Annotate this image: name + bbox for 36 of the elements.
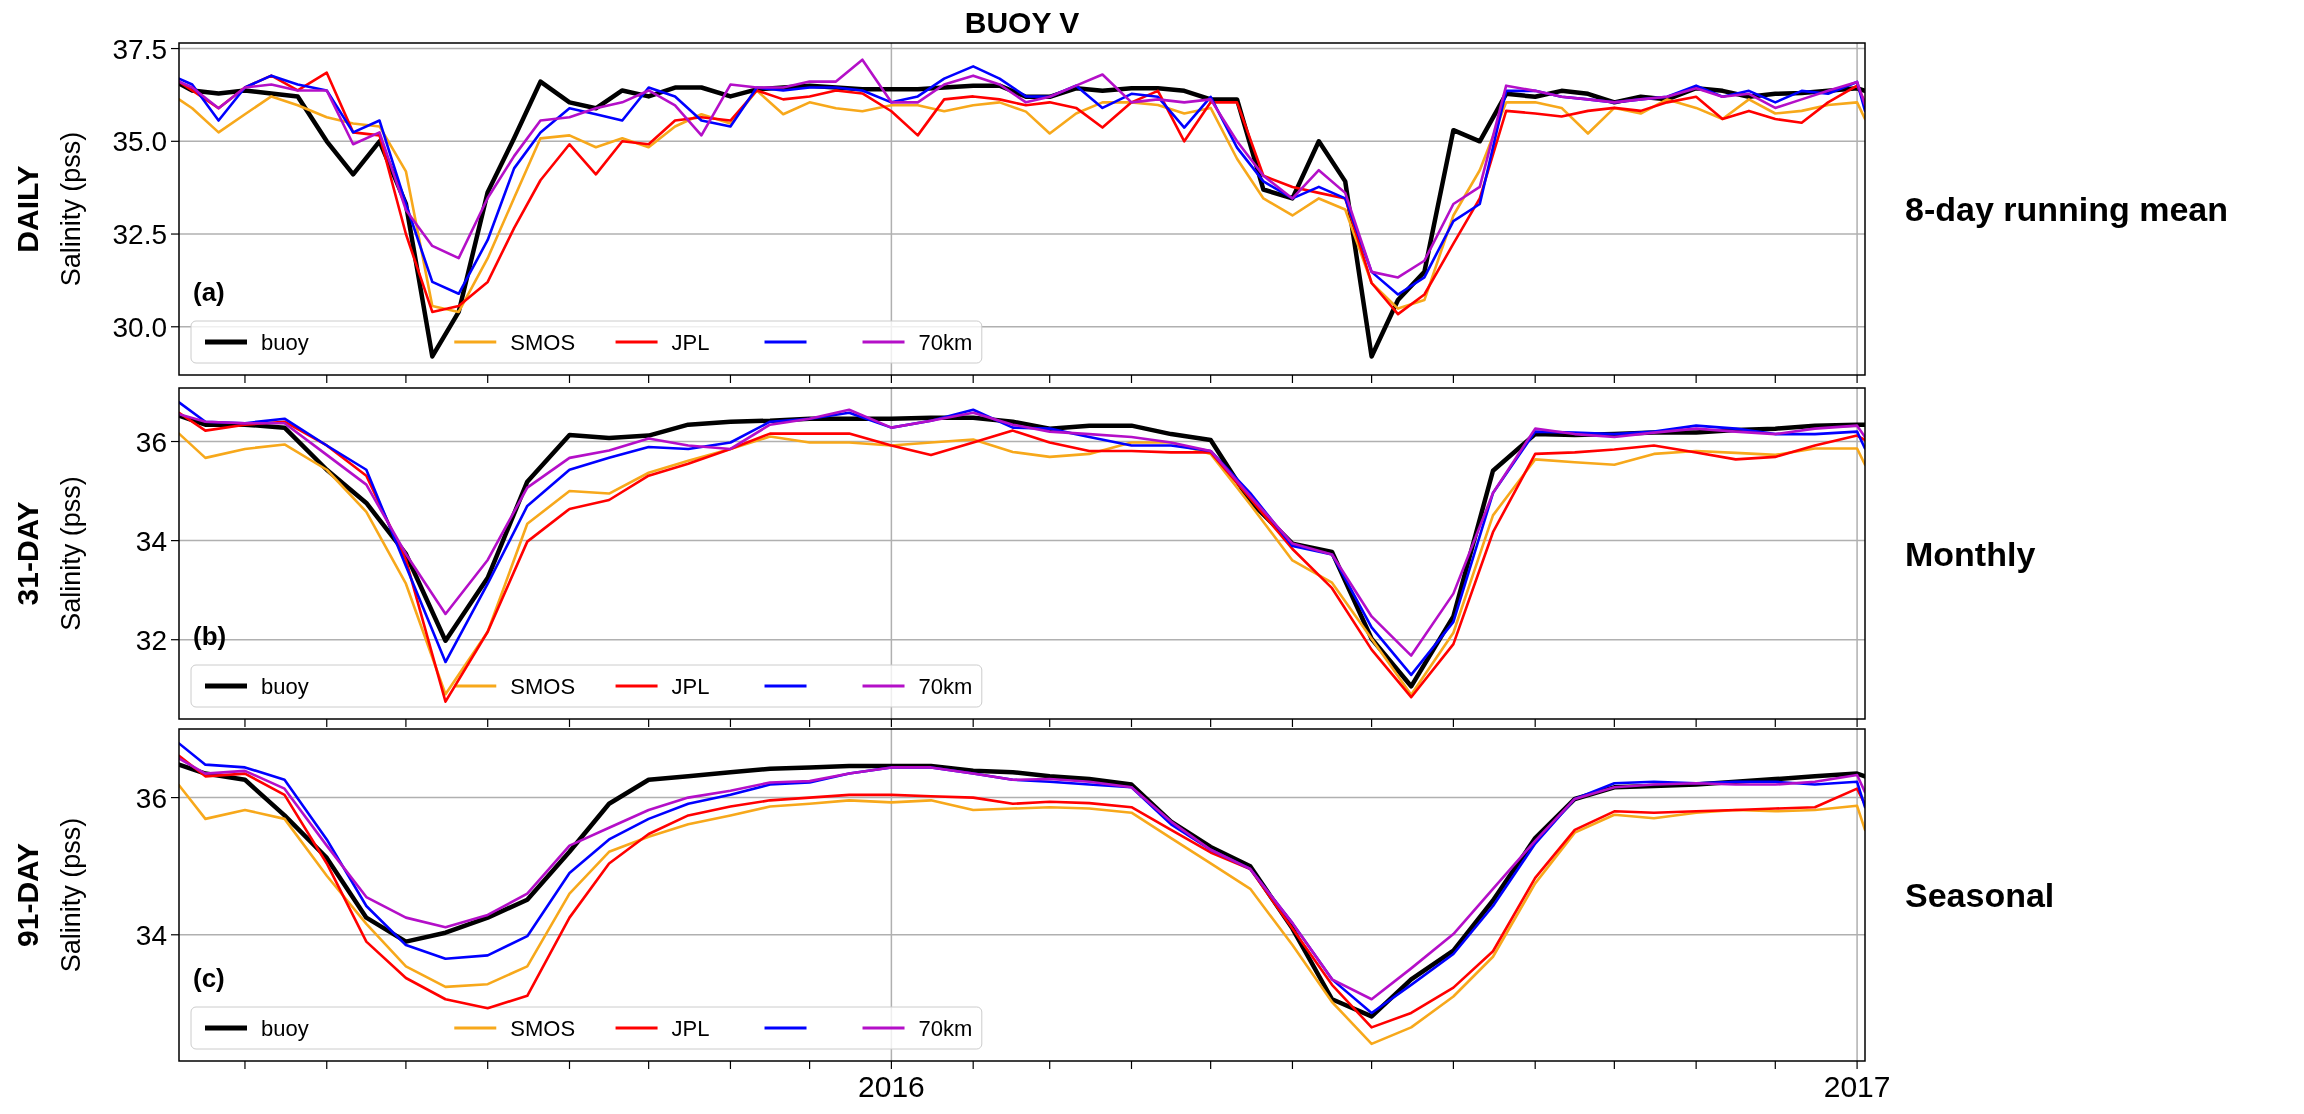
- text: DAILY: [11, 165, 44, 253]
- text: Monthly: [1905, 534, 2036, 573]
- y-axis-title: Salinity (pss): [56, 131, 86, 287]
- y-tick-label: 34: [135, 525, 167, 557]
- legend-label: 70km: [918, 674, 973, 699]
- legend-label: SMOS: [510, 330, 576, 355]
- y-tick-label: 34: [135, 919, 167, 951]
- x-tick-label: 2016: [858, 1070, 925, 1103]
- annotation: (a): [193, 277, 225, 307]
- annotation: (b): [193, 621, 227, 651]
- y-axis-title: Salinity (pss): [56, 476, 86, 631]
- text: Seasonal: [1905, 876, 2055, 914]
- legend-label: buoy: [261, 1016, 309, 1041]
- annotation: (c): [193, 963, 225, 993]
- legend-label: buoy: [261, 674, 309, 699]
- x-tick-label: 2017: [1823, 1070, 1891, 1103]
- y-tick-label: 36: [135, 426, 167, 458]
- y-tick-label: 30.0: [112, 311, 167, 343]
- legend-label: buoy: [261, 330, 309, 355]
- legend-label: SMOS: [510, 1016, 576, 1041]
- legend-label: JPL: [671, 1016, 710, 1041]
- legend-label: 70km: [918, 1016, 973, 1041]
- legend-label: SMOS: [510, 674, 576, 699]
- y-tick-label: 35.0: [112, 126, 167, 158]
- legend-label: JPL: [671, 674, 710, 699]
- legend-label: 70km: [918, 330, 973, 355]
- y-tick-label: 32.5: [112, 219, 167, 251]
- text: 31-DAY: [11, 501, 44, 606]
- y-tick-label: 37.5: [112, 33, 167, 65]
- chart-title: BUOY V: [964, 6, 1080, 39]
- y-axis-title: Salinity (pss): [56, 817, 86, 973]
- text: 91-DAY: [11, 843, 44, 947]
- y-tick-label: 36: [135, 782, 167, 814]
- text: 8-day running mean: [1905, 190, 2229, 228]
- y-tick-label: 32: [135, 624, 167, 656]
- legend-label: JPL: [671, 330, 710, 355]
